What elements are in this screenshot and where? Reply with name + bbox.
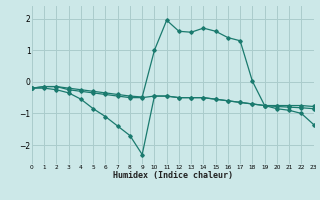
X-axis label: Humidex (Indice chaleur): Humidex (Indice chaleur) xyxy=(113,171,233,180)
